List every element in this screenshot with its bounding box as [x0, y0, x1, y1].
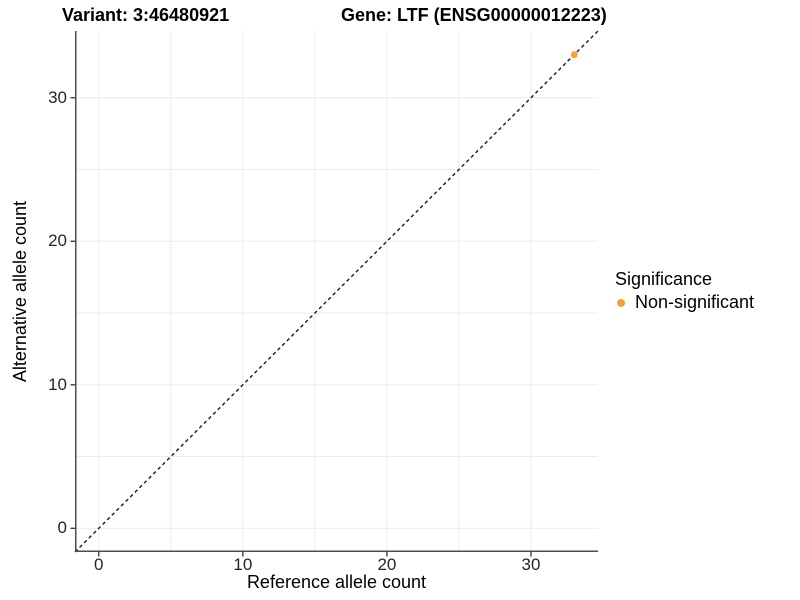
legend-entry-label: Non-significant: [635, 292, 755, 312]
gene-title: Gene: LTF (ENSG00000012223): [341, 5, 607, 25]
y-tick-label: 0: [57, 518, 67, 538]
legend-key: [615, 294, 632, 311]
variant-title: Variant: 3:46480921: [62, 5, 230, 25]
y-tick-label: 20: [48, 231, 67, 251]
x-tick-label: 20: [377, 555, 397, 574]
legend: Significance Non-significant: [615, 269, 754, 313]
y-tick-label: 30: [48, 87, 67, 107]
legend-point-icon: [617, 298, 625, 307]
plot-panel: [70, 30, 599, 557]
plot-svg: [70, 30, 599, 557]
legend-title: Significance: [615, 269, 713, 289]
x-axis-title: Reference allele count: [246, 572, 427, 592]
y-axis-title: Alternative allele count: [8, 31, 32, 552]
x-tick-label: 10: [233, 555, 253, 574]
x-tick-label: 30: [521, 555, 541, 574]
y-tick-label: 10: [48, 374, 67, 394]
data-point: [570, 51, 578, 59]
legend-entry: Non-significant: [615, 292, 754, 313]
identity-line: [74, 30, 599, 553]
y-axis-title-text: Alternative allele count: [9, 200, 30, 383]
x-tick-label: 0: [94, 555, 104, 574]
